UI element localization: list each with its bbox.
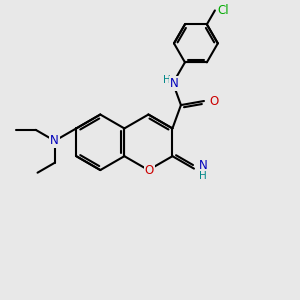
Text: N: N [170, 76, 179, 90]
Text: N: N [50, 134, 59, 147]
Text: Cl: Cl [218, 4, 230, 17]
Text: H: H [163, 75, 170, 85]
Text: N: N [199, 159, 208, 172]
Text: O: O [209, 94, 218, 107]
Text: O: O [145, 164, 154, 177]
Text: H: H [199, 171, 207, 181]
